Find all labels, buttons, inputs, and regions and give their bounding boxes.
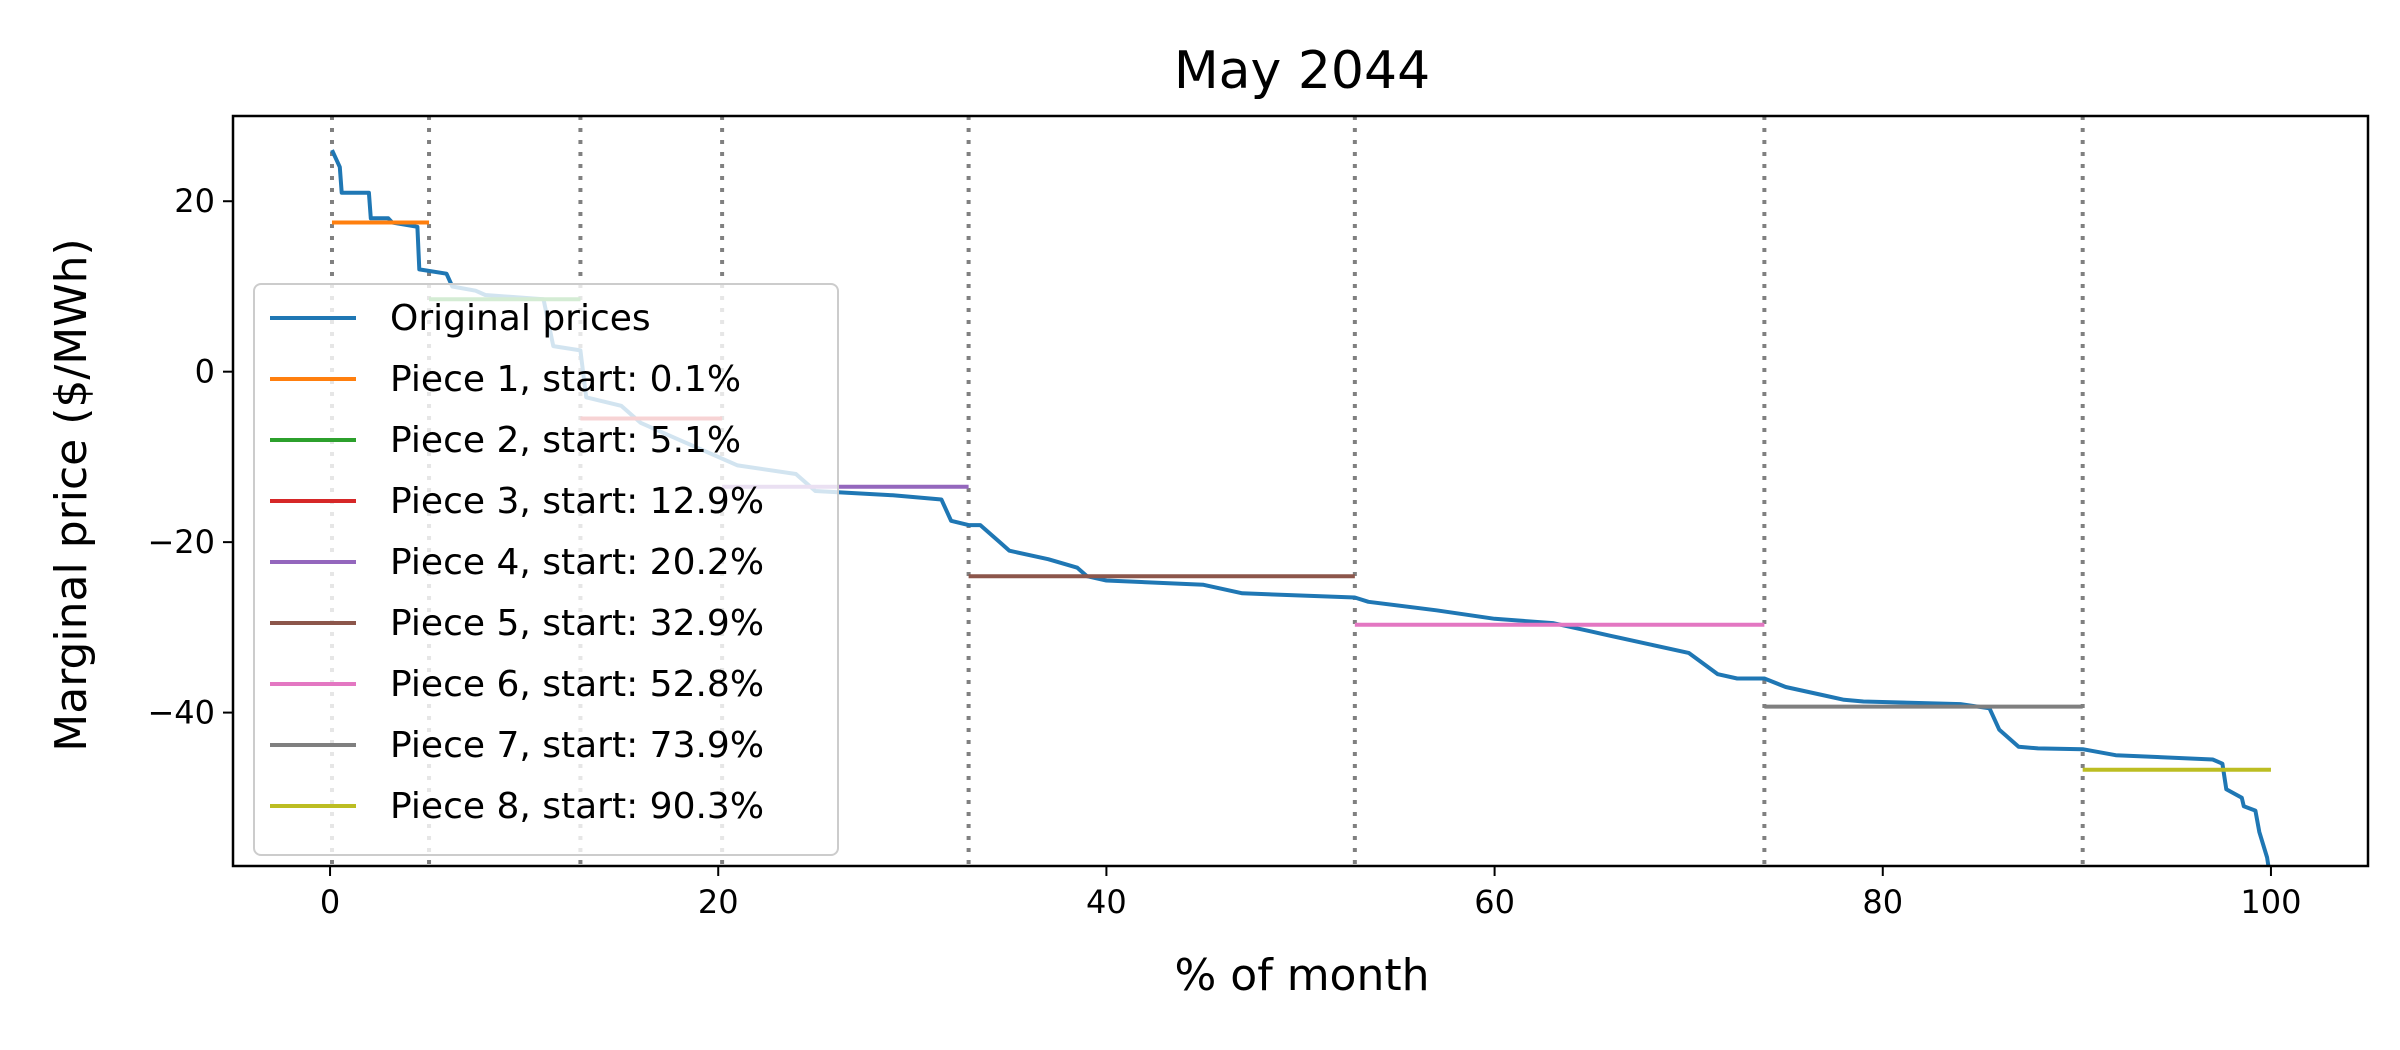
chart-title: May 2044 bbox=[1174, 41, 1430, 101]
legend-label-0: Original prices bbox=[390, 298, 651, 339]
legend-label-4: Piece 4, start: 20.2% bbox=[390, 542, 764, 583]
y-tick-label: −40 bbox=[147, 694, 215, 732]
y-tick-label: 20 bbox=[174, 182, 215, 220]
x-tick-label: 60 bbox=[1474, 883, 1515, 921]
legend-box bbox=[253, 283, 839, 856]
x-tick-label: 80 bbox=[1862, 883, 1903, 921]
y-tick-label: −20 bbox=[147, 523, 215, 561]
legend-label-5: Piece 5, start: 32.9% bbox=[390, 603, 764, 644]
legend-label-7: Piece 7, start: 73.9% bbox=[390, 725, 764, 766]
x-tick-label: 0 bbox=[320, 883, 340, 921]
legend-label-3: Piece 3, start: 12.9% bbox=[390, 481, 764, 522]
plot-frame bbox=[231, 114, 2370, 868]
y-tick-label: 0 bbox=[195, 353, 215, 391]
legend-label-8: Piece 8, start: 90.3% bbox=[390, 786, 764, 827]
x-tick-label: 100 bbox=[2240, 883, 2301, 921]
legend: Original prices Piece 1, start: 0.1% Piece… bbox=[253, 283, 839, 856]
x-tick-label: 20 bbox=[698, 883, 739, 921]
y-axis-title: Marginal price ($/MWh) bbox=[46, 238, 97, 751]
legend-label-1: Piece 1, start: 0.1% bbox=[390, 359, 741, 400]
legend-label-2: Piece 2, start: 5.1% bbox=[390, 420, 741, 461]
x-tick-label: 40 bbox=[1086, 883, 1127, 921]
axis-ticks: 0 20 40 60 80 100 20 0 −20 −40 bbox=[147, 182, 2301, 921]
x-axis-title: % of month bbox=[1175, 950, 1430, 1001]
legend-label-6: Piece 6, start: 52.8% bbox=[390, 664, 764, 705]
